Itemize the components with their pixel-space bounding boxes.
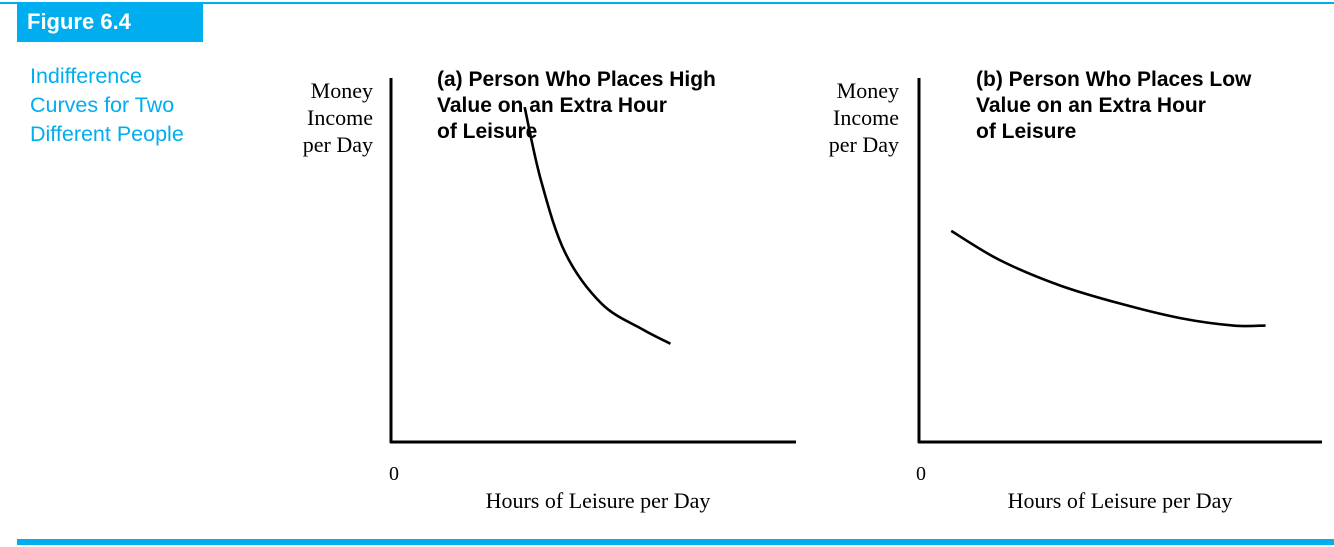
panel-b-ylabel-line: per Day bbox=[829, 132, 899, 157]
panel-b: Money Income per Day (b) Person Who Plac… bbox=[829, 68, 1322, 513]
panel-b-ylabel-line: Money bbox=[837, 78, 899, 103]
panel-a-indifference-curve bbox=[523, 106, 672, 345]
panel-a-ylabel-line: Income bbox=[307, 105, 373, 130]
panel-b-title-line: Value on an Extra Hour bbox=[976, 94, 1206, 117]
panel-a-xlabel: Hours of Leisure per Day bbox=[486, 488, 711, 513]
panel-b-origin-label: 0 bbox=[916, 463, 926, 485]
panel-a-title-line: Value on an Extra Hour bbox=[437, 94, 667, 117]
panel-a: Money Income per Day (a) Person Who Plac… bbox=[303, 68, 796, 513]
panel-b-indifference-curve bbox=[950, 229, 1266, 328]
panel-b-title-line: (b) Person Who Places Low bbox=[976, 68, 1252, 91]
panel-a-origin-label: 0 bbox=[389, 463, 399, 485]
caption-line: Curves for Two bbox=[30, 93, 175, 117]
panel-a-title-line: (a) Person Who Places High bbox=[437, 68, 716, 91]
caption-line: Indifference bbox=[30, 64, 142, 88]
figure-label: Figure 6.4 bbox=[17, 2, 203, 42]
panel-b-title-line: of Leisure bbox=[976, 120, 1076, 143]
figure-caption: Indifference Curves for Two Different Pe… bbox=[30, 62, 230, 149]
panel-b-xlabel: Hours of Leisure per Day bbox=[1008, 488, 1233, 513]
panel-a-ylabel-line: per Day bbox=[303, 132, 373, 157]
bottom-rule bbox=[17, 539, 1334, 545]
panel-a-title-line: of Leisure bbox=[437, 120, 537, 143]
panel-a-ylabel-line: Money bbox=[311, 78, 373, 103]
panel-b-ylabel-line: Income bbox=[833, 105, 899, 130]
top-rule bbox=[0, 2, 1334, 4]
caption-line: Different People bbox=[30, 122, 184, 146]
